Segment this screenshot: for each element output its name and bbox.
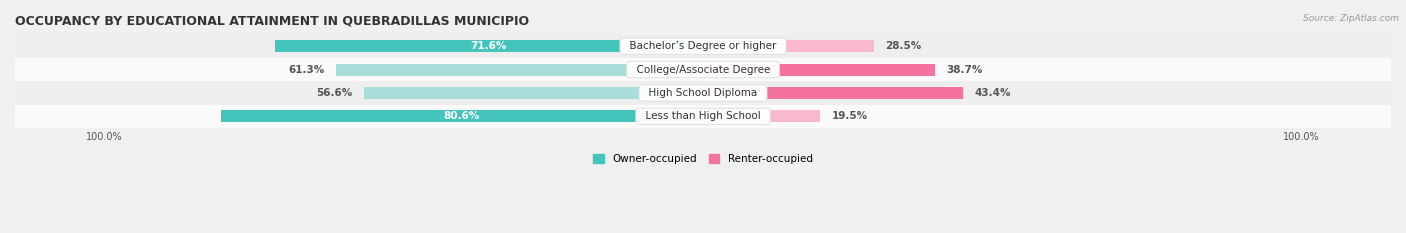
- Text: Source: ZipAtlas.com: Source: ZipAtlas.com: [1303, 14, 1399, 23]
- Text: 71.6%: 71.6%: [471, 41, 508, 51]
- Text: 43.4%: 43.4%: [974, 88, 1011, 98]
- Text: 56.6%: 56.6%: [316, 88, 353, 98]
- Bar: [703, 110, 820, 122]
- Bar: [336, 64, 703, 76]
- Bar: [703, 64, 935, 76]
- Bar: [15, 105, 1391, 128]
- Text: 38.7%: 38.7%: [946, 65, 983, 75]
- Text: 61.3%: 61.3%: [288, 65, 325, 75]
- Text: College/Associate Degree: College/Associate Degree: [630, 65, 776, 75]
- Bar: [703, 87, 963, 99]
- Bar: [15, 81, 1391, 105]
- Bar: [703, 40, 873, 52]
- Text: High School Diploma: High School Diploma: [643, 88, 763, 98]
- Legend: Owner-occupied, Renter-occupied: Owner-occupied, Renter-occupied: [593, 154, 813, 164]
- Bar: [364, 87, 703, 99]
- Text: 80.6%: 80.6%: [444, 111, 479, 121]
- Bar: [274, 40, 703, 52]
- Text: 28.5%: 28.5%: [886, 41, 922, 51]
- Text: Less than High School: Less than High School: [638, 111, 768, 121]
- Bar: [221, 110, 703, 122]
- Text: OCCUPANCY BY EDUCATIONAL ATTAINMENT IN QUEBRADILLAS MUNICIPIO: OCCUPANCY BY EDUCATIONAL ATTAINMENT IN Q…: [15, 15, 529, 28]
- Text: 19.5%: 19.5%: [831, 111, 868, 121]
- Bar: [15, 34, 1391, 58]
- Text: Bachelor’s Degree or higher: Bachelor’s Degree or higher: [623, 41, 783, 51]
- Bar: [15, 58, 1391, 81]
